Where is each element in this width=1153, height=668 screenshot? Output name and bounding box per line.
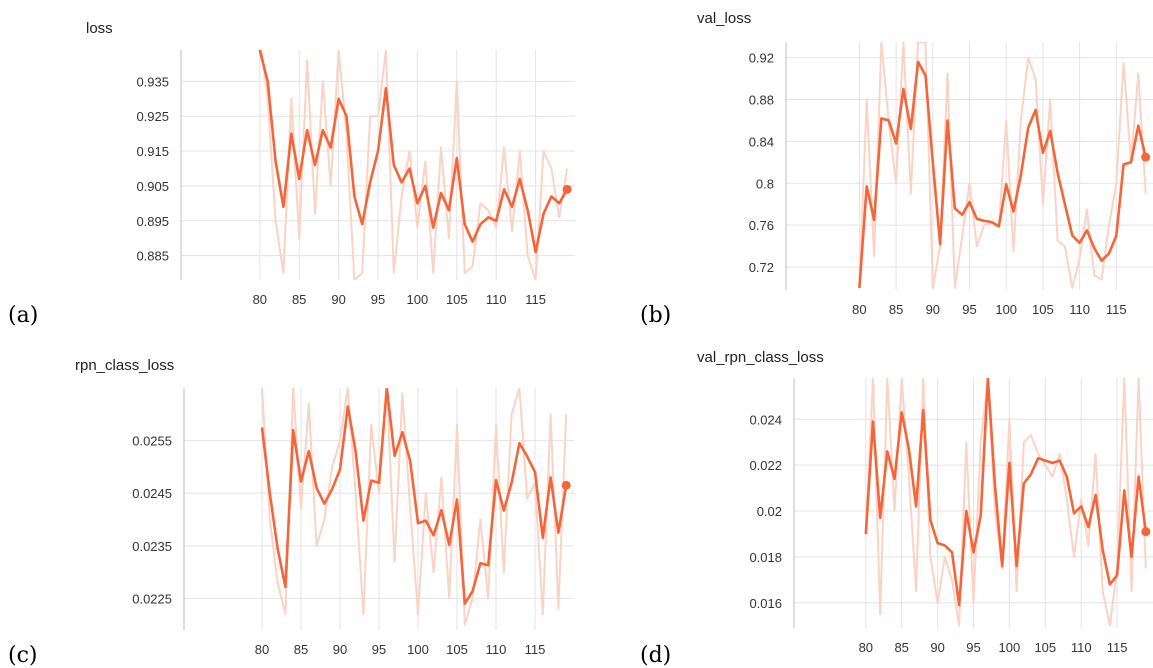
- chart-title: val_loss: [697, 10, 751, 27]
- x-tick-label: 90: [926, 302, 940, 317]
- x-tick-label: 80: [852, 302, 866, 317]
- last-point-marker: [1141, 527, 1151, 537]
- x-tick-label: 95: [372, 642, 386, 657]
- panel-label: (d): [640, 643, 671, 668]
- y-tick-label: 0.84: [749, 134, 774, 149]
- x-tick-label: 80: [253, 292, 267, 307]
- x-tick-label: 105: [1034, 640, 1056, 655]
- x-tick-label: 85: [292, 292, 306, 307]
- y-tick-label: 0.915: [136, 144, 169, 159]
- last-point-marker: [1141, 152, 1151, 162]
- x-tick-label: 90: [331, 292, 345, 307]
- last-point-marker: [561, 480, 571, 490]
- y-tick-label: 0.88: [749, 93, 774, 108]
- last-point-marker: [562, 184, 572, 194]
- smoothed-series-line: [858, 60, 1147, 288]
- x-tick-label: 85: [889, 302, 903, 317]
- y-tick-label: 0.885: [136, 249, 169, 264]
- x-tick-label: 100: [407, 642, 429, 657]
- chart-title: val_rpn_class_loss: [697, 349, 824, 366]
- x-tick-label: 85: [894, 640, 908, 655]
- y-tick-label: 0.018: [749, 550, 782, 565]
- x-tick-label: 105: [446, 292, 468, 307]
- x-tick-label: 100: [407, 292, 429, 307]
- x-tick-label: 115: [525, 642, 546, 657]
- y-tick-label: 0.0255: [132, 434, 172, 449]
- y-tick-label: 0.016: [749, 596, 782, 611]
- chart-panel: 80 85 90 95 100 105 110 115 0.885 0.895 0.905 0.915…: [8, 20, 575, 328]
- x-tick-label: 90: [333, 642, 347, 657]
- chart-title: rpn_class_loss: [75, 357, 174, 374]
- x-tick-label: 100: [995, 302, 1017, 317]
- x-tick-label: 115: [525, 292, 546, 307]
- x-tick-label: 110: [1069, 302, 1090, 317]
- panel-label: (b): [640, 303, 671, 328]
- x-tick-label: 100: [999, 640, 1021, 655]
- y-tick-label: 0.02: [757, 504, 782, 519]
- y-tick-label: 0.925: [136, 109, 169, 124]
- x-tick-label: 80: [859, 640, 873, 655]
- x-tick-label: 95: [371, 292, 385, 307]
- panel-label: (c): [8, 643, 38, 668]
- y-tick-label: 0.935: [136, 74, 169, 89]
- x-tick-label: 95: [966, 640, 980, 655]
- y-tick-label: 0.024: [749, 412, 782, 427]
- y-tick-label: 0.905: [136, 179, 169, 194]
- raw-series-line: [261, 388, 568, 626]
- y-tick-label: 0.895: [136, 214, 169, 229]
- x-tick-label: 105: [1032, 302, 1054, 317]
- x-tick-label: 105: [446, 642, 468, 657]
- raw-series-line: [858, 42, 1147, 289]
- chart-panel: 80 85 90 95 100 105 110 115 0.0225 0.0235 0.0245 0.…: [8, 357, 574, 668]
- x-tick-label: 115: [1107, 640, 1128, 655]
- y-tick-label: 0.022: [749, 458, 782, 473]
- x-tick-label: 110: [1071, 640, 1092, 655]
- x-tick-label: 95: [962, 302, 976, 317]
- y-tick-label: 0.8: [756, 176, 774, 191]
- y-tick-label: 0.0235: [132, 539, 172, 554]
- y-tick-label: 0.0245: [132, 486, 172, 501]
- x-tick-label: 110: [486, 292, 507, 307]
- smoothed-series-line: [864, 378, 1148, 607]
- x-tick-label: 85: [294, 642, 308, 657]
- smoothed-series-line: [258, 50, 569, 254]
- x-tick-label: 90: [930, 640, 944, 655]
- y-tick-label: 0.72: [749, 260, 774, 275]
- x-tick-label: 110: [486, 642, 507, 657]
- chart-panel: 80 85 90 95 100 105 110 115 0.016 0.018 0.02 0.022 0…: [640, 349, 1153, 668]
- y-tick-label: 0.92: [749, 51, 774, 66]
- panel-label: (a): [8, 303, 38, 328]
- chart-title: loss: [86, 20, 113, 37]
- smoothed-series-line: [260, 388, 568, 606]
- raw-series-line: [260, 50, 569, 280]
- x-tick-label: 115: [1106, 302, 1127, 317]
- chart-panel: 80 85 90 95 100 105 110 115 0.72 0.76 0.8 0.84 0.88 0…: [640, 10, 1153, 328]
- y-tick-label: 0.0225: [132, 591, 172, 606]
- y-tick-label: 0.76: [749, 218, 774, 233]
- x-tick-label: 80: [255, 642, 269, 657]
